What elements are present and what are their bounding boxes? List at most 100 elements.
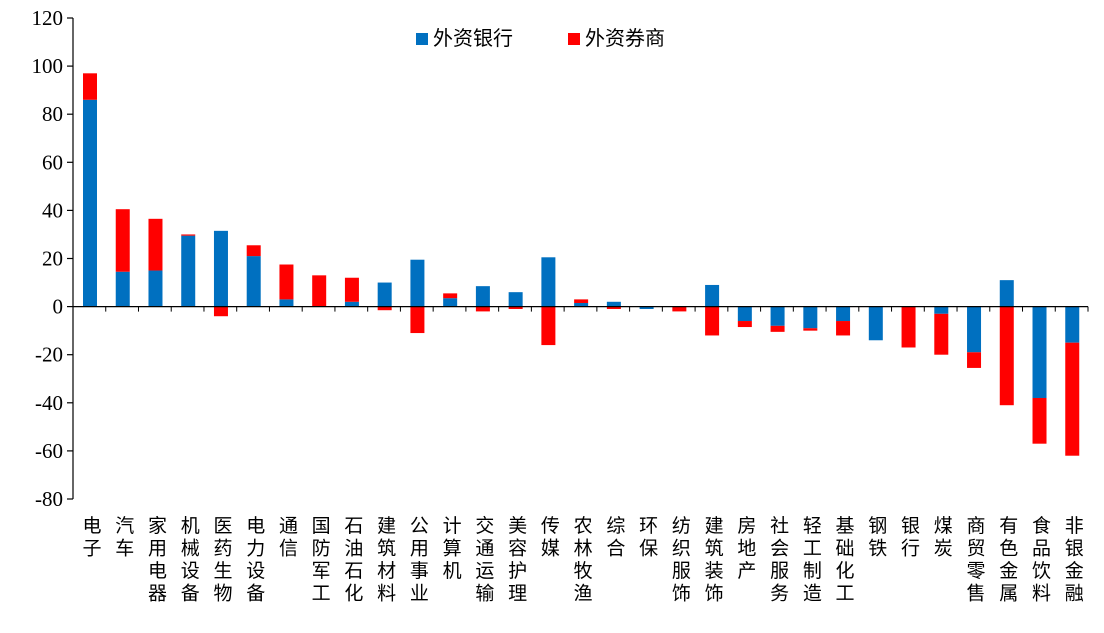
bar-foreign-bank	[1032, 306, 1047, 398]
category-label: 商贸零售	[967, 515, 986, 605]
legend-label: 外资银行	[433, 26, 513, 50]
bar-foreign-bank	[279, 299, 294, 307]
category-label: 家用电器	[148, 515, 167, 605]
category-label: 银行	[901, 515, 920, 560]
bar-foreign-broker	[606, 306, 621, 310]
category-label: 计算机	[443, 515, 462, 582]
y-tick-label: -40	[35, 391, 63, 415]
bar-foreign-broker	[541, 306, 556, 346]
x-axis-zero-line	[73, 306, 1089, 312]
bar-foreign-broker	[279, 264, 294, 300]
bar-foreign-bank	[737, 306, 752, 322]
category-label: 环保	[639, 515, 658, 560]
bar-foreign-broker	[344, 277, 359, 302]
bar-foreign-broker	[377, 306, 392, 311]
bar-foreign-bank	[148, 270, 163, 307]
bar-foreign-broker	[901, 306, 916, 348]
y-tick-label: -60	[35, 439, 63, 463]
y-tick-label: 60	[42, 150, 63, 174]
bar-foreign-broker	[999, 306, 1014, 406]
bar-foreign-bank	[410, 259, 425, 307]
bar-foreign-bank	[181, 235, 196, 307]
category-label: 公用事业	[410, 515, 429, 605]
bar-foreign-broker	[672, 306, 687, 312]
category-label: 食品饮料	[1032, 515, 1051, 605]
bar-foreign-broker	[213, 306, 228, 317]
y-tick-label: 0	[53, 295, 64, 319]
category-label: 汽车	[115, 515, 134, 560]
bar-foreign-bank	[1065, 306, 1080, 343]
category-label: 石油石化	[344, 515, 363, 605]
bar-foreign-broker	[83, 73, 97, 100]
y-tick-label: 20	[42, 247, 63, 271]
y-tick-label: -80	[35, 487, 63, 511]
bar-foreign-bank	[836, 306, 851, 322]
bar-foreign-bank	[803, 306, 818, 329]
bar-foreign-broker	[737, 321, 752, 328]
y-tick-label: 100	[32, 54, 64, 78]
bar-foreign-broker	[705, 306, 720, 336]
bar-foreign-broker	[410, 306, 425, 334]
bar-foreign-bank	[344, 301, 359, 307]
category-label: 轻工制造	[803, 515, 822, 605]
bar-foreign-broker	[803, 328, 818, 331]
bar-foreign-broker	[934, 313, 949, 355]
category-label: 传媒	[541, 515, 560, 560]
bar-foreign-broker	[967, 352, 982, 368]
bar-foreign-broker	[508, 306, 523, 310]
bar-foreign-broker	[574, 299, 589, 303]
bar-foreign-bank	[541, 257, 556, 307]
y-tick-label: -20	[35, 343, 63, 367]
bar-foreign-bank	[246, 256, 261, 307]
category-label: 医药生物	[213, 515, 232, 605]
bar-foreign-broker	[148, 218, 163, 271]
bar-foreign-bank	[377, 282, 392, 307]
category-label: 建筑装饰	[705, 515, 724, 605]
bar-foreign-bank	[705, 284, 720, 307]
bar-foreign-bank	[475, 286, 490, 307]
bar-foreign-bank	[639, 306, 654, 310]
bar-foreign-bank	[508, 292, 523, 307]
bar-foreign-bank	[999, 280, 1014, 307]
bar-foreign-bank	[443, 298, 458, 307]
category-label: 建筑材料	[377, 515, 396, 605]
category-label: 有色金属	[999, 515, 1018, 605]
bar-foreign-broker	[246, 245, 261, 257]
category-labels: 电子汽车家用电器机械设备医药生物电力设备通信国防军工石油石化建筑材料公用事业计算…	[82, 515, 1083, 605]
bar-foreign-bank	[770, 306, 785, 326]
bar-foreign-bank	[967, 306, 982, 353]
bar-foreign-bank	[115, 271, 130, 307]
category-label: 美容护理	[508, 515, 527, 605]
category-label: 农林牧渔	[574, 515, 593, 605]
category-label: 通信	[279, 515, 298, 560]
bar-foreign-broker	[770, 325, 785, 332]
bars	[83, 73, 1080, 456]
category-label: 社会服务	[770, 515, 789, 605]
bar-foreign-bank	[83, 99, 97, 307]
category-label: 机械设备	[181, 515, 200, 605]
category-label: 房地产	[737, 515, 756, 582]
category-label: 基础化工	[836, 515, 855, 605]
category-label: 国防军工	[312, 515, 331, 605]
bar-foreign-broker	[836, 321, 851, 336]
legend-label: 外资券商	[585, 26, 665, 50]
bar-foreign-broker	[443, 293, 458, 299]
y-tick-label: 80	[42, 102, 63, 126]
bar-foreign-broker	[1032, 397, 1047, 444]
category-label: 煤炭	[934, 515, 953, 560]
bar-foreign-bank	[606, 301, 621, 307]
category-label: 电子	[82, 515, 101, 560]
bar-foreign-broker	[475, 306, 490, 312]
legend: 外资银行 外资券商	[416, 26, 665, 50]
bar-foreign-bank	[934, 306, 949, 314]
bar-foreign-bank	[213, 230, 228, 307]
y-axis: 120 100 80 60 40 20 0 -20 -40 -60 -80	[32, 6, 74, 511]
legend-swatch	[568, 33, 580, 45]
bar-foreign-broker	[115, 209, 130, 272]
category-label: 电力设备	[246, 515, 265, 605]
legend-swatch	[416, 33, 428, 45]
category-label: 综合	[606, 515, 625, 560]
bar-foreign-broker	[312, 275, 327, 307]
bar-foreign-bank	[574, 302, 589, 307]
